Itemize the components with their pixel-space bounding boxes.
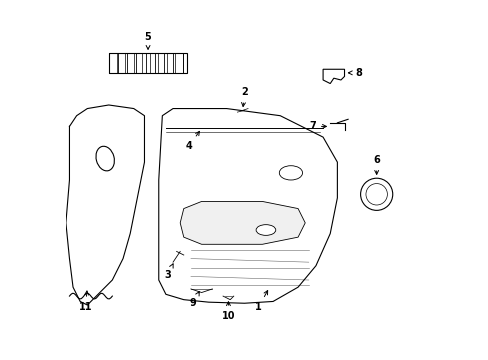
Ellipse shape	[279, 166, 302, 180]
Polygon shape	[159, 109, 337, 303]
Text: 2: 2	[241, 87, 247, 107]
Text: 6: 6	[372, 156, 379, 174]
Polygon shape	[180, 202, 305, 244]
Text: 10: 10	[221, 302, 235, 321]
FancyBboxPatch shape	[108, 53, 187, 73]
Text: 4: 4	[185, 131, 199, 151]
Polygon shape	[323, 69, 344, 84]
Circle shape	[360, 178, 392, 210]
Text: 1: 1	[255, 291, 267, 312]
Text: 5: 5	[144, 32, 151, 49]
Text: 11: 11	[79, 291, 92, 312]
Text: 8: 8	[347, 68, 362, 78]
Text: 9: 9	[189, 292, 199, 308]
Text: 7: 7	[308, 121, 325, 131]
Text: 3: 3	[164, 264, 173, 280]
Ellipse shape	[256, 225, 275, 235]
Circle shape	[365, 184, 386, 205]
Ellipse shape	[96, 146, 114, 171]
